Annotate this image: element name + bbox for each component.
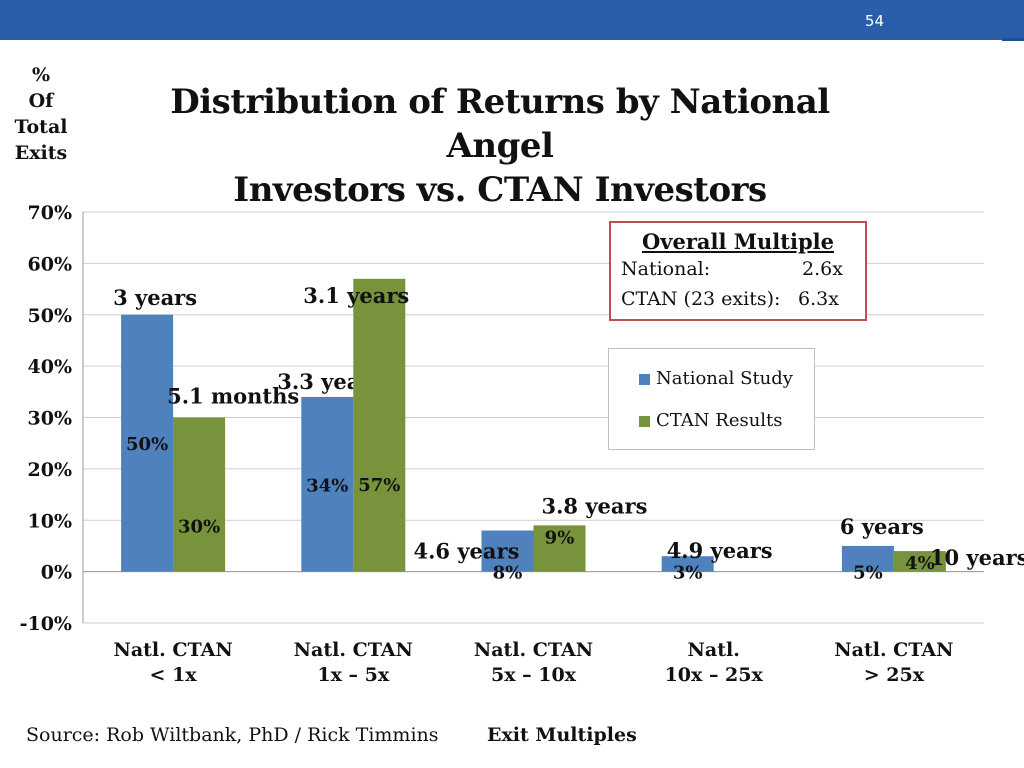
page-number: 54 <box>864 12 884 30</box>
data-label-national: 3% <box>673 563 703 584</box>
duration-label-ctan: 10 years <box>930 545 1024 570</box>
y-tick-label: 40% <box>28 356 73 378</box>
data-label-ctan: 57% <box>358 475 400 496</box>
overall-multiple-title: Overall Multiple <box>642 229 834 254</box>
bar-ctan <box>893 551 946 572</box>
legend-item-ctan: CTAN Results <box>639 409 783 433</box>
overall-multiple-value: 6.3x <box>798 288 839 310</box>
x-category-label: > 25x <box>864 664 925 686</box>
overall-multiple-box: Overall Multiple National: 2.6x CTAN (23… <box>609 221 867 321</box>
legend-label: CTAN Results <box>656 410 783 431</box>
bar-chart: 70% 60% 50% 40% 30% 20% 10% 0% -10% 50% 3 years 30%… <box>20 202 1024 686</box>
y-axis-title: % Of Total Exits <box>12 62 70 166</box>
y-axis-title-line: % <box>31 64 51 86</box>
y-tick-label: 60% <box>28 253 73 275</box>
bar-ctan <box>353 278 406 572</box>
x-axis-title: Exit Multiples <box>487 724 637 746</box>
duration-label-ctan: 3.8 years <box>542 493 648 518</box>
bar-ctan <box>173 417 226 572</box>
slide-title-line: Investors vs. CTAN Investors <box>233 170 767 210</box>
overall-multiple-row: National: 2.6x <box>611 254 865 284</box>
legend-item-national: National Study <box>639 367 793 391</box>
x-category-label: Natl. CTAN <box>294 639 413 661</box>
y-tick-label: 70% <box>28 202 73 224</box>
y-tick-label: 0% <box>41 562 72 584</box>
duration-label-ctan: 3.1 years <box>303 283 409 308</box>
legend-label: National Study <box>656 368 793 389</box>
duration-label-national: 4.6 years <box>414 539 520 564</box>
data-label-ctan: 30% <box>178 516 220 537</box>
y-axis-title-line: Of <box>28 90 54 112</box>
overall-multiple-value: 2.6x <box>802 258 843 280</box>
y-axis-title-line: Total <box>14 116 68 138</box>
bar-national <box>661 556 714 572</box>
x-category-label: < 1x <box>150 664 198 686</box>
slide-title-line: Distribution of Returns by National Ange… <box>170 82 830 166</box>
bar-national <box>301 396 354 572</box>
data-label-national: 34% <box>306 475 348 496</box>
chart-legend: National Study CTAN Results <box>608 348 815 450</box>
header-accent <box>1002 38 1024 41</box>
y-tick-label: 20% <box>28 459 73 481</box>
overall-multiple-label: CTAN (23 exits): <box>621 288 781 310</box>
legend-swatch-national <box>639 373 650 385</box>
source-note: Source: Rob Wiltbank, PhD / Rick Timmins <box>26 724 439 746</box>
x-category-label: 5x – 10x <box>491 664 577 686</box>
x-category-label: Natl. CTAN <box>834 639 953 661</box>
x-category-label: 1x – 5x <box>317 664 389 686</box>
bar-ctan <box>533 525 586 572</box>
data-label-national: 50% <box>126 434 168 455</box>
bar-national <box>841 545 894 572</box>
data-label-ctan: 9% <box>545 527 575 548</box>
bar-national <box>481 530 534 572</box>
overall-multiple-row: CTAN (23 exits): 6.3x <box>611 284 865 314</box>
duration-label-ctan: 5.1 months <box>167 384 299 409</box>
y-tick-label: -10% <box>20 613 72 635</box>
slide-title: Distribution of Returns by National Ange… <box>130 80 870 212</box>
overall-multiple-label: National: <box>621 258 711 280</box>
bar-national <box>121 314 174 572</box>
x-category-label: Natl. CTAN <box>474 639 593 661</box>
header-bar <box>0 0 1024 40</box>
duration-label-national: 3 years <box>113 285 197 310</box>
data-label-national: 8% <box>493 563 523 584</box>
y-tick-label: 30% <box>28 408 73 430</box>
y-axis-title-line: Exits <box>14 142 68 164</box>
data-label-ctan: 4% <box>905 553 935 574</box>
duration-label-national: 4.9 years <box>667 538 773 563</box>
x-category-label: Natl. CTAN <box>113 639 232 661</box>
x-category-label: 10x – 25x <box>665 664 764 686</box>
y-tick-label: 50% <box>28 305 73 327</box>
y-tick-label: 10% <box>28 510 73 532</box>
legend-swatch-ctan <box>639 415 650 427</box>
duration-label-national: 6 years <box>840 514 924 539</box>
x-category-label: Natl. <box>688 639 740 661</box>
data-label-national: 5% <box>853 563 883 584</box>
